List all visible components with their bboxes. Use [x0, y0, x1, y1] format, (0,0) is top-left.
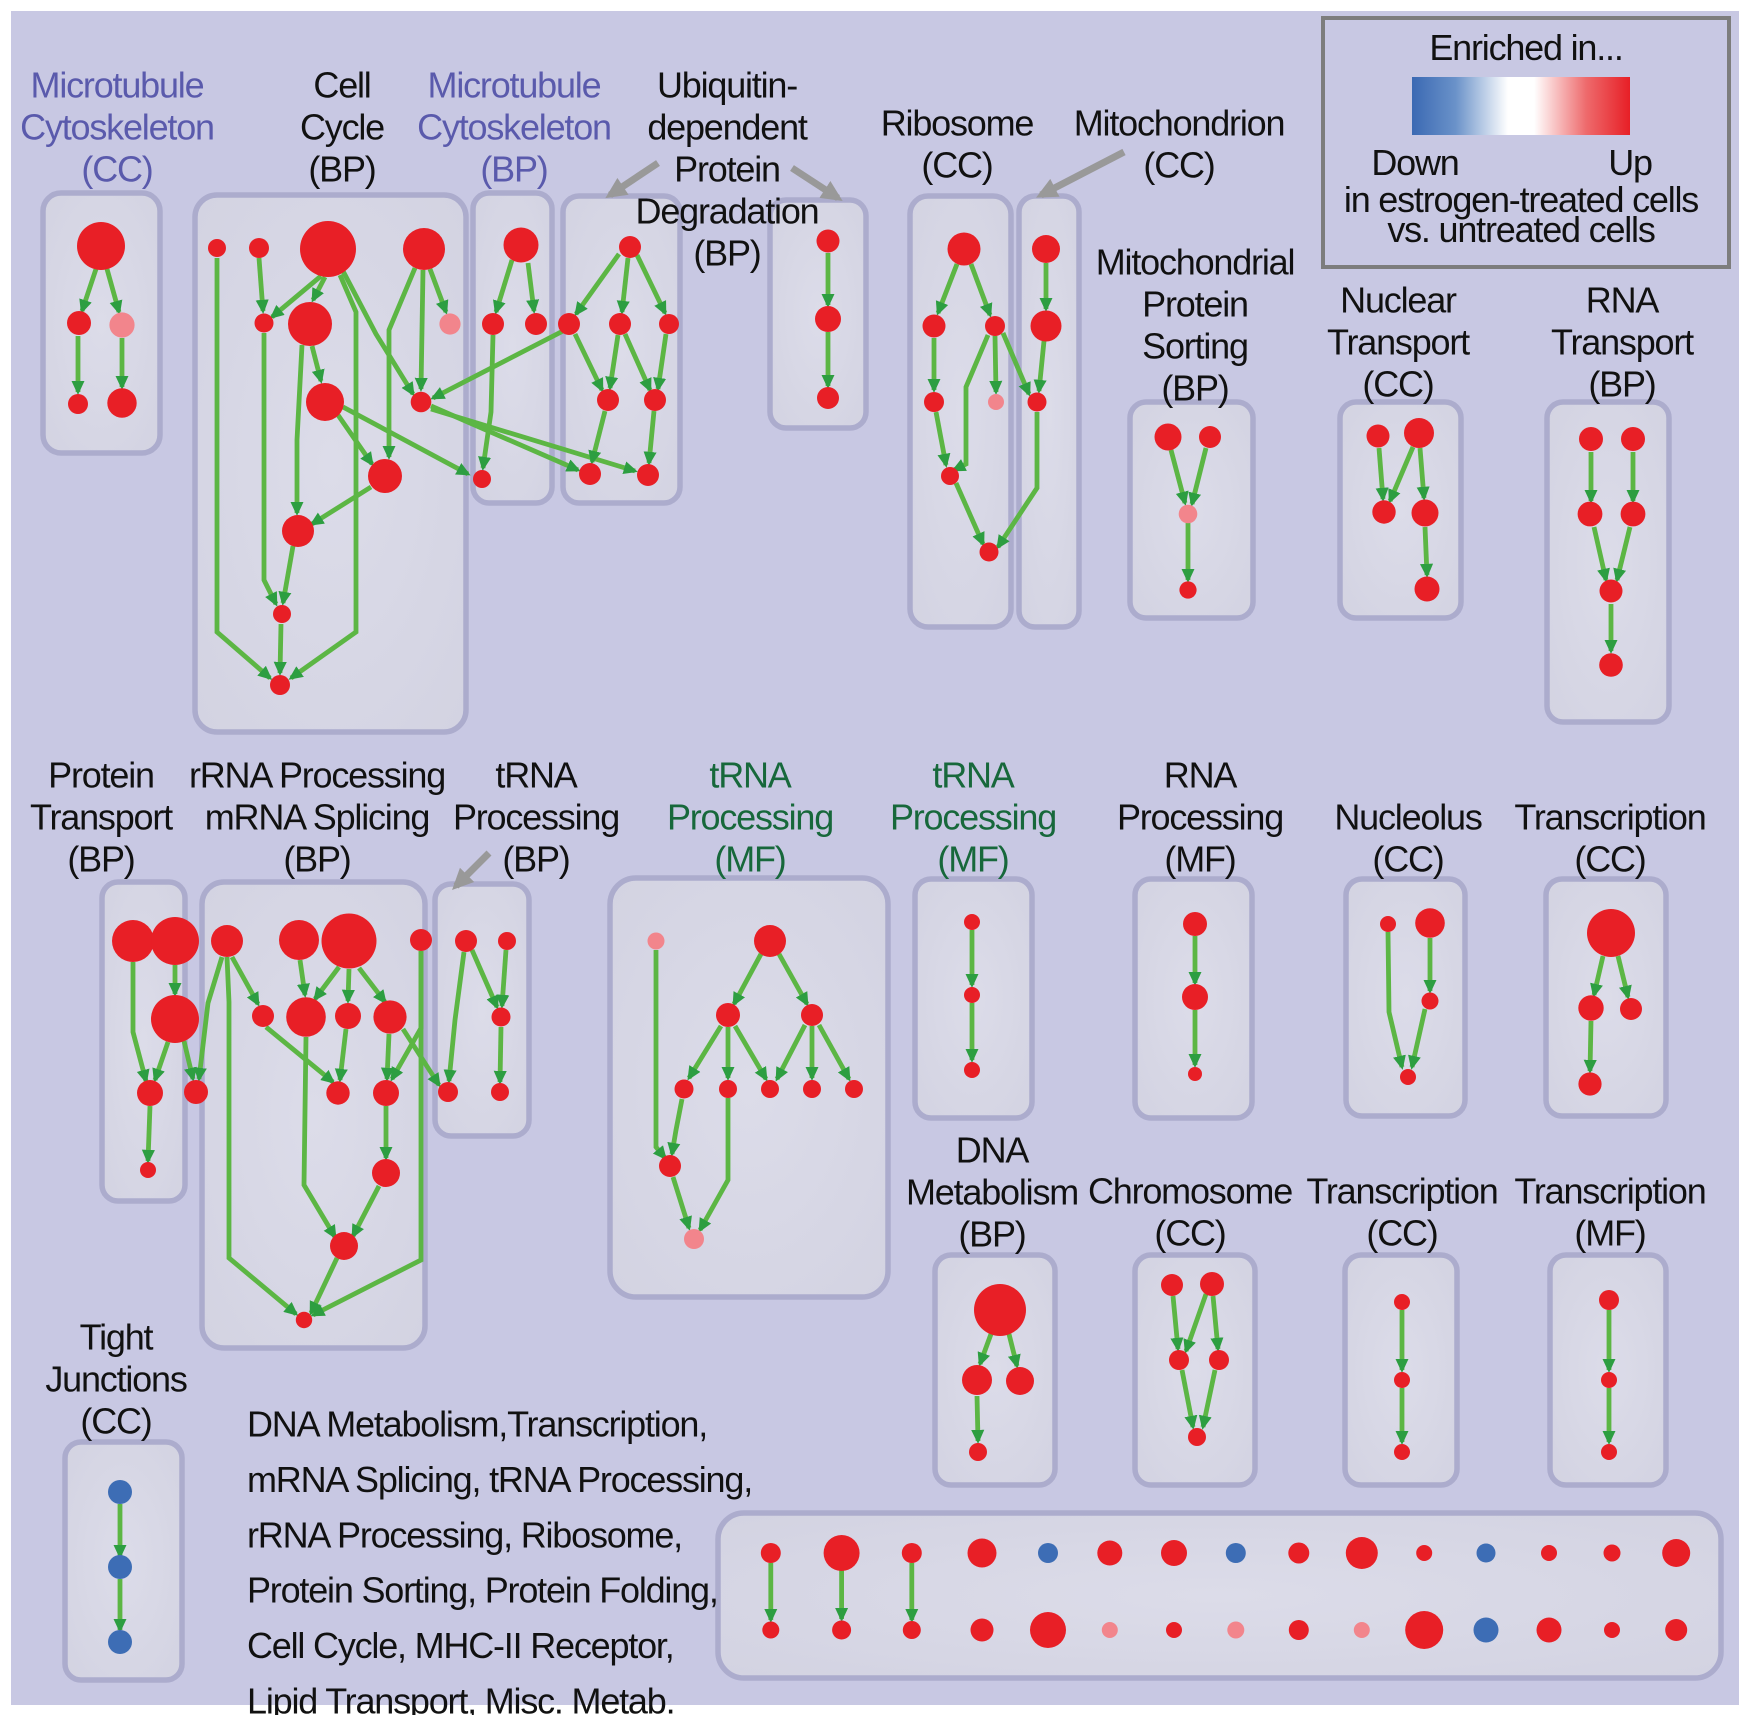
svg-text:Degradation: Degradation [636, 191, 819, 232]
svg-text:(BP): (BP) [693, 233, 760, 274]
svg-text:(BP): (BP) [283, 839, 350, 880]
svg-text:RNA: RNA [1164, 755, 1238, 796]
svg-text:Protein Sorting, Protein Foldi: Protein Sorting, Protein Folding, [247, 1570, 718, 1611]
svg-text:Ubiquitin-: Ubiquitin- [657, 65, 797, 106]
svg-text:Cytoskeleton: Cytoskeleton [417, 107, 611, 148]
svg-text:Cell: Cell [313, 65, 370, 106]
svg-text:Tight: Tight [80, 1317, 154, 1358]
svg-text:Nuclear: Nuclear [1340, 280, 1457, 321]
svg-text:mRNA Splicing, tRNA Processing: mRNA Splicing, tRNA Processing, [247, 1459, 752, 1500]
svg-text:(BP): (BP) [1588, 364, 1655, 405]
svg-text:Cytoskeleton: Cytoskeleton [20, 107, 214, 148]
svg-text:(MF): (MF) [1574, 1213, 1645, 1254]
svg-text:(BP): (BP) [308, 149, 375, 190]
svg-text:(MF): (MF) [1164, 839, 1235, 880]
svg-text:Ribosome: Ribosome [881, 103, 1034, 144]
svg-text:Mitochondrion: Mitochondrion [1074, 103, 1285, 144]
svg-text:Processing: Processing [890, 797, 1056, 838]
svg-text:Transport: Transport [1327, 322, 1470, 363]
svg-text:Mitochondrial: Mitochondrial [1096, 242, 1295, 283]
svg-text:(CC): (CC) [1372, 839, 1443, 880]
svg-text:Nucleolus: Nucleolus [1334, 797, 1481, 838]
svg-text:Lipid Transport, Misc. Metab.: Lipid Transport, Misc. Metab. [247, 1681, 674, 1715]
svg-text:Transcription: Transcription [1306, 1171, 1497, 1212]
svg-text:(BP): (BP) [958, 1214, 1025, 1255]
svg-text:Microtubule: Microtubule [428, 65, 601, 106]
svg-text:Protein: Protein [1142, 284, 1248, 325]
svg-text:Enriched in...: Enriched in... [1429, 27, 1622, 68]
svg-text:rRNA Processing, Ribosome,: rRNA Processing, Ribosome, [247, 1514, 682, 1555]
svg-text:Junctions: Junctions [45, 1359, 186, 1400]
svg-text:Processing: Processing [1117, 797, 1283, 838]
svg-text:Cycle: Cycle [300, 107, 384, 148]
svg-text:Processing: Processing [667, 797, 833, 838]
svg-text:Microtubule: Microtubule [31, 65, 204, 106]
svg-text:Transport: Transport [1551, 322, 1694, 363]
svg-text:(MF): (MF) [937, 839, 1008, 880]
svg-text:(BP): (BP) [480, 149, 547, 190]
svg-text:DNA: DNA [956, 1130, 1030, 1171]
svg-text:(CC): (CC) [80, 1401, 151, 1442]
svg-text:(CC): (CC) [1362, 364, 1433, 405]
svg-text:(BP): (BP) [67, 839, 134, 880]
svg-text:Chromosome: Chromosome [1088, 1171, 1292, 1212]
svg-text:Cell Cycle, MHC-II Receptor,: Cell Cycle, MHC-II Receptor, [247, 1625, 674, 1666]
svg-text:Transcription: Transcription [1514, 797, 1705, 838]
svg-text:dependent: dependent [647, 107, 808, 148]
svg-text:(CC): (CC) [81, 149, 152, 190]
svg-text:RNA: RNA [1586, 280, 1660, 321]
svg-text:Up: Up [1608, 142, 1652, 183]
svg-text:(BP): (BP) [502, 839, 569, 880]
svg-text:Transport: Transport [30, 797, 173, 838]
svg-text:Protein: Protein [674, 149, 780, 190]
svg-text:(MF): (MF) [714, 839, 785, 880]
svg-text:Processing: Processing [453, 797, 619, 838]
svg-text:in estrogen-treated cells: in estrogen-treated cells [1344, 179, 1698, 220]
svg-text:Metabolism: Metabolism [906, 1172, 1078, 1213]
svg-text:vs. untreated cells: vs. untreated cells [1387, 209, 1655, 250]
svg-text:(CC): (CC) [1574, 839, 1645, 880]
svg-text:(CC): (CC) [1366, 1213, 1437, 1254]
svg-text:(BP): (BP) [1161, 368, 1228, 409]
svg-text:Sorting: Sorting [1142, 326, 1248, 367]
svg-text:tRNA: tRNA [709, 755, 791, 796]
svg-text:Transcription: Transcription [1514, 1171, 1705, 1212]
svg-text:DNA Metabolism,Transcription,: DNA Metabolism,Transcription, [247, 1404, 707, 1445]
svg-text:Down: Down [1371, 142, 1458, 183]
svg-text:tRNA: tRNA [495, 755, 577, 796]
svg-text:(CC): (CC) [1143, 145, 1214, 186]
svg-text:Protein: Protein [48, 755, 154, 796]
svg-text:tRNA: tRNA [932, 755, 1014, 796]
svg-text:(CC): (CC) [1154, 1213, 1225, 1254]
svg-text:rRNA Processing: rRNA Processing [189, 755, 445, 796]
svg-text:(CC): (CC) [921, 145, 992, 186]
svg-text:mRNA Splicing: mRNA Splicing [205, 797, 429, 838]
